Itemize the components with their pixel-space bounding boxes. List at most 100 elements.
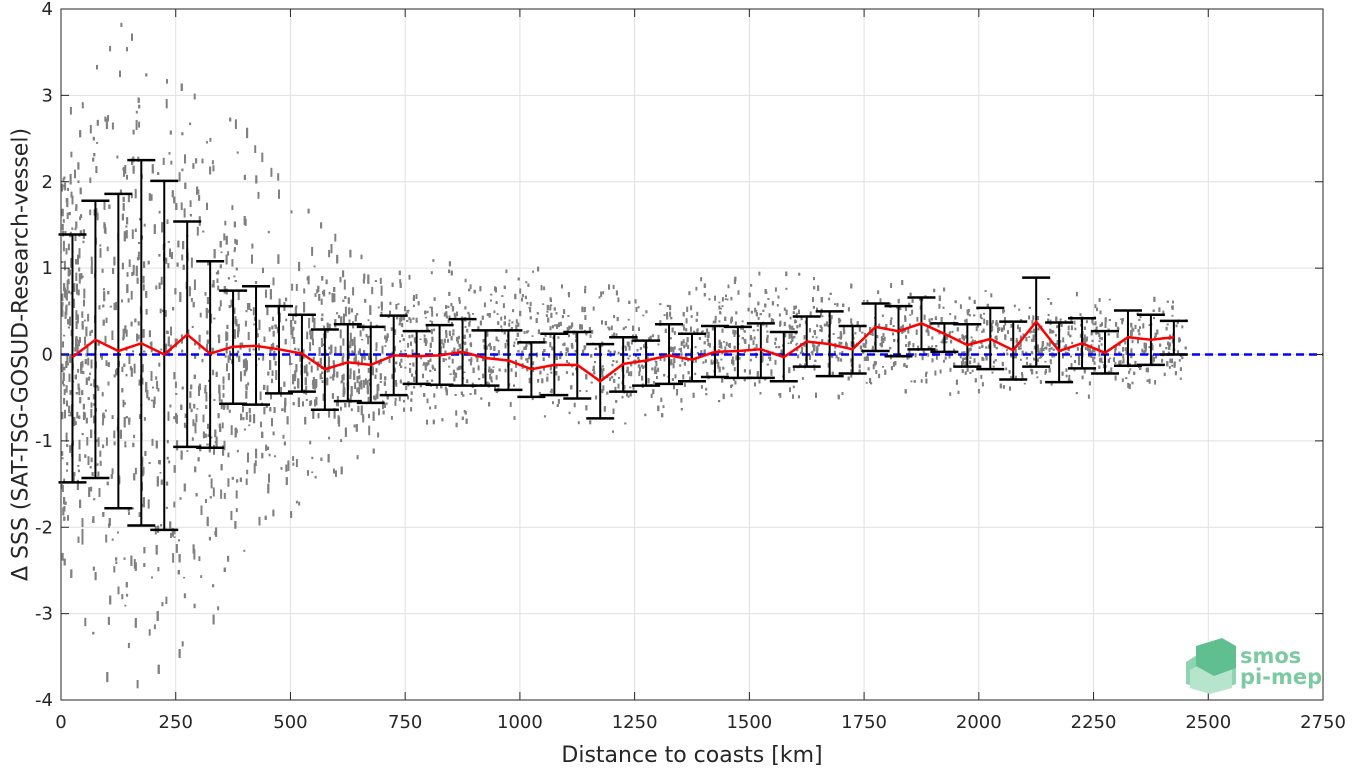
scatter-point <box>250 309 252 311</box>
scatter-point <box>143 547 146 554</box>
scatter-point <box>532 361 535 366</box>
scatter-point <box>208 536 211 541</box>
scatter-point <box>230 425 233 435</box>
scatter-point <box>1146 367 1149 373</box>
scatter-point <box>770 369 773 374</box>
scatter-point <box>326 367 329 373</box>
scatter-point <box>907 328 910 334</box>
scatter-point <box>458 365 461 371</box>
scatter-point <box>899 306 902 311</box>
scatter-point <box>971 339 974 345</box>
scatter-point <box>342 373 345 381</box>
scatter-point <box>629 386 632 389</box>
scatter-point <box>147 499 150 509</box>
scatter-point <box>839 335 842 340</box>
scatter-point <box>465 348 468 352</box>
scatter-point <box>1063 345 1066 349</box>
scatter-point <box>171 190 174 198</box>
scatter-point <box>309 334 312 340</box>
scatter-point <box>90 383 93 386</box>
scatter-point <box>76 283 78 291</box>
scatter-point <box>754 307 757 313</box>
scatter-point <box>136 277 139 284</box>
scatter-point <box>1005 349 1008 352</box>
scatter-point <box>293 337 296 344</box>
scatter-point <box>789 387 791 393</box>
scatter-point <box>435 385 438 389</box>
scatter-point <box>758 271 761 276</box>
scatter-point <box>82 240 85 244</box>
scatter-point <box>570 385 573 390</box>
scatter-point <box>92 631 95 635</box>
scatter-point <box>78 387 81 396</box>
scatter-point <box>588 327 591 331</box>
scatter-point <box>732 329 735 335</box>
scatter-point <box>1082 337 1085 343</box>
scatter-point <box>1178 359 1181 362</box>
scatter-point <box>309 342 312 352</box>
scatter-point <box>263 384 266 390</box>
scatter-point <box>1070 363 1073 369</box>
scatter-point <box>228 409 231 413</box>
scatter-point <box>193 403 196 409</box>
scatter-point <box>81 321 84 328</box>
scatter-point <box>178 172 181 182</box>
scatter-point <box>1036 376 1039 379</box>
scatter-point <box>285 318 288 322</box>
scatter-point <box>671 378 674 381</box>
scatter-point <box>223 493 226 499</box>
scatter-point <box>61 223 64 230</box>
scatter-point <box>748 344 750 350</box>
scatter-point <box>1168 342 1171 345</box>
scatter-point <box>1001 361 1004 367</box>
scatter-point <box>865 339 868 345</box>
scatter-point <box>126 272 129 277</box>
scatter-point <box>276 327 279 334</box>
scatter-point <box>158 282 161 289</box>
scatter-point <box>732 377 735 381</box>
scatter-point <box>546 310 549 313</box>
scatter-point <box>862 300 865 302</box>
scatter-point <box>62 507 65 516</box>
scatter-point <box>173 501 176 508</box>
scatter-point <box>1118 360 1121 365</box>
scatter-point <box>450 270 453 276</box>
scatter-point <box>175 338 178 342</box>
scatter-point <box>515 363 518 368</box>
scatter-point <box>1013 304 1016 308</box>
scatter-point <box>1044 361 1047 363</box>
scatter-point <box>610 325 613 331</box>
scatter-point <box>549 367 552 371</box>
scatter-point <box>79 230 82 236</box>
scatter-point <box>904 317 907 322</box>
scatter-point <box>1161 358 1164 363</box>
scatter-point <box>1004 317 1006 323</box>
scatter-point <box>949 367 952 372</box>
scatter-point <box>1098 357 1101 363</box>
scatter-point <box>322 291 324 295</box>
scatter-point <box>181 254 184 261</box>
scatter-point <box>93 153 96 157</box>
scatter-point <box>630 339 633 345</box>
scatter-point <box>820 326 823 333</box>
scatter-point <box>206 339 209 344</box>
scatter-point <box>278 189 280 199</box>
scatter-point <box>650 393 653 398</box>
scatter-point <box>637 356 640 360</box>
scatter-point <box>718 341 721 346</box>
scatter-point <box>911 309 914 315</box>
scatter-point <box>483 302 486 308</box>
scatter-point <box>65 385 68 393</box>
scatter-point <box>1044 370 1047 372</box>
scatter-point <box>566 360 568 363</box>
scatter-point <box>62 219 65 223</box>
scatter-point <box>811 335 814 338</box>
scatter-point <box>61 309 64 317</box>
scatter-point <box>395 304 398 310</box>
scatter-point <box>1167 351 1170 355</box>
scatter-point <box>256 333 259 338</box>
scatter-point <box>733 345 736 350</box>
scatter-point <box>722 341 725 343</box>
scatter-point <box>681 358 684 362</box>
scatter-point <box>733 279 736 284</box>
